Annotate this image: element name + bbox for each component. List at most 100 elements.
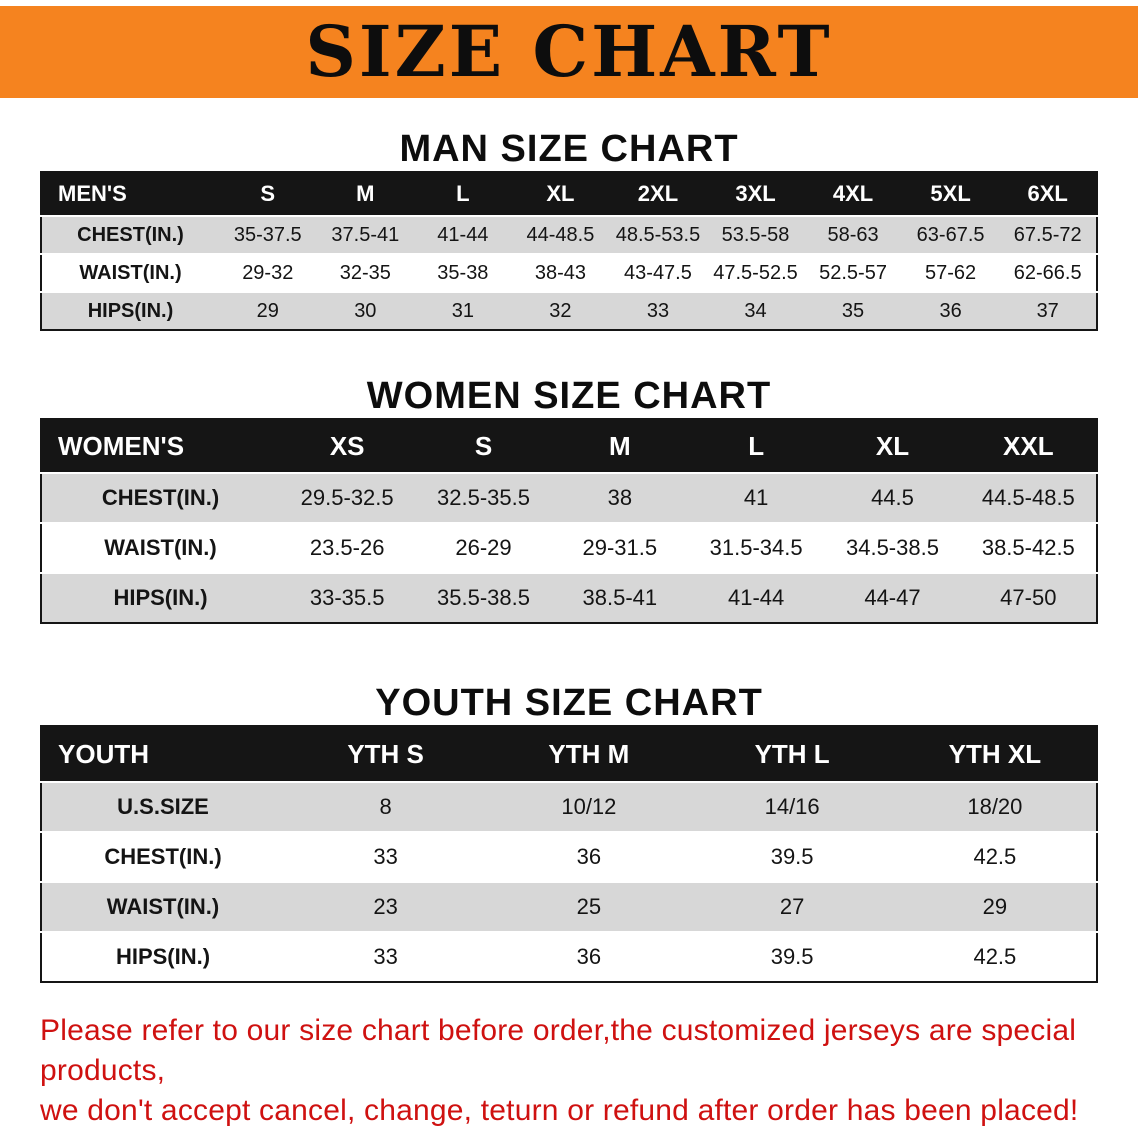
table-cell: 41-44 — [414, 215, 512, 254]
size-column-header: 6XL — [999, 172, 1097, 216]
table-cell: 23 — [284, 881, 488, 932]
table-cell: 32-35 — [316, 253, 415, 292]
banner-title: SIZE CHART — [305, 10, 833, 93]
table-cell: 25 — [487, 881, 691, 932]
table-cell: 53.5-58 — [706, 215, 805, 254]
table-cell: 29 — [219, 291, 317, 330]
table-cell: 10/12 — [487, 781, 691, 832]
table-row: WAIST(IN.) 23.5-26 26-29 29-31.5 31.5-34.5 34… — [41, 522, 1097, 573]
table-cell: 33 — [284, 931, 488, 982]
row-label: U.S.SIZE — [41, 781, 284, 832]
table-cell: 29.5-32.5 — [279, 472, 416, 523]
size-chart-banner: SIZE CHART — [0, 6, 1138, 98]
men-size-section: MAN SIZE CHART MEN'S S M L XL 2XL 3XL 4XL 5XL 6XL… — [0, 128, 1138, 331]
table-cell: 44-48.5 — [511, 215, 610, 254]
table-cell: 33-35.5 — [279, 572, 416, 623]
size-column-header: M — [316, 172, 415, 216]
table-cell: 29-32 — [219, 253, 317, 292]
table-row: WAIST(IN.) 29-32 32-35 35-38 38-43 43-47.5 47.… — [41, 253, 1097, 292]
table-cell: 26-29 — [415, 522, 552, 573]
table-row: WAIST(IN.) 23 25 27 29 — [41, 881, 1097, 932]
table-cell: 42.5 — [893, 931, 1097, 982]
table-cell: 37 — [999, 291, 1097, 330]
size-column-header: 3XL — [706, 172, 805, 216]
table-header-row: MEN'S S M L XL 2XL 3XL 4XL 5XL 6XL — [41, 172, 1097, 216]
table-corner-label: MEN'S — [41, 172, 219, 216]
row-label: HIPS(IN.) — [41, 291, 219, 330]
size-column-header: XL — [511, 172, 610, 216]
table-cell: 39.5 — [690, 831, 894, 882]
youth-size-chart-heading: YOUTH SIZE CHART — [375, 682, 763, 724]
table-cell: 32 — [511, 291, 610, 330]
table-row: CHEST(IN.) 29.5-32.5 32.5-35.5 38 41 44.5 44.5… — [41, 472, 1097, 523]
table-cell: 44-47 — [824, 572, 961, 623]
table-cell: 38.5-41 — [551, 572, 688, 623]
table-cell: 62-66.5 — [999, 253, 1097, 292]
table-cell: 67.5-72 — [999, 215, 1097, 254]
size-column-header: YTH M — [487, 726, 691, 782]
row-label: CHEST(IN.) — [41, 831, 284, 882]
table-cell: 14/16 — [690, 781, 894, 832]
table-cell: 34.5-38.5 — [824, 522, 961, 573]
disclaimer-text: Please refer to our size chart before or… — [40, 1011, 1138, 1131]
table-cell: 57-62 — [901, 253, 1000, 292]
size-column-header: L — [414, 172, 512, 216]
table-cell: 42.5 — [893, 831, 1097, 882]
row-label: WAIST(IN.) — [41, 253, 219, 292]
youth-size-section: YOUTH SIZE CHART YOUTH YTH S YTH M YTH L YTH… — [0, 682, 1138, 983]
table-cell: 35.5-38.5 — [415, 572, 552, 623]
table-cell: 47.5-52.5 — [706, 253, 805, 292]
table-cell: 23.5-26 — [279, 522, 416, 573]
size-column-header: YTH L — [690, 726, 894, 782]
table-corner-label: WOMEN'S — [41, 419, 279, 473]
table-header-row: WOMEN'S XS S M L XL XXL — [41, 419, 1097, 473]
table-row: HIPS(IN.) 33 36 39.5 42.5 — [41, 931, 1097, 982]
youth-size-table: YOUTH YTH S YTH M YTH L YTH XL U.S.SIZE 8 10/12… — [40, 725, 1098, 983]
table-cell: 35-38 — [414, 253, 512, 292]
table-cell: 38 — [551, 472, 688, 523]
table-cell: 18/20 — [893, 781, 1097, 832]
table-cell: 35 — [804, 291, 902, 330]
table-cell: 31.5-34.5 — [687, 522, 825, 573]
table-cell: 34 — [706, 291, 805, 330]
size-column-header: S — [219, 172, 317, 216]
table-corner-label: YOUTH — [41, 726, 284, 782]
table-cell: 36 — [487, 931, 691, 982]
size-column-header: YTH XL — [893, 726, 1097, 782]
size-column-header: L — [687, 419, 825, 473]
table-cell: 58-63 — [804, 215, 902, 254]
table-cell: 35-37.5 — [219, 215, 317, 254]
table-cell: 30 — [316, 291, 415, 330]
size-column-header: 4XL — [804, 172, 902, 216]
disclaimer-note: Please refer to our size chart before or… — [0, 1011, 1138, 1131]
men-size-table: MEN'S S M L XL 2XL 3XL 4XL 5XL 6XL CHEST(IN.) 35-37… — [40, 171, 1098, 331]
size-column-header: M — [551, 419, 688, 473]
table-cell: 31 — [414, 291, 512, 330]
table-cell: 43-47.5 — [609, 253, 707, 292]
table-cell: 39.5 — [690, 931, 894, 982]
row-label: HIPS(IN.) — [41, 931, 284, 982]
row-label: HIPS(IN.) — [41, 572, 279, 623]
table-row: CHEST(IN.) 35-37.5 37.5-41 41-44 44-48.5 48.5… — [41, 215, 1097, 254]
table-cell: 41 — [687, 472, 825, 523]
disclaimer-line-1: Please refer to our size chart before or… — [40, 1014, 1077, 1087]
table-cell: 29 — [893, 881, 1097, 932]
size-column-header: 5XL — [901, 172, 1000, 216]
table-cell: 52.5-57 — [804, 253, 902, 292]
table-header-row: YOUTH YTH S YTH M YTH L YTH XL — [41, 726, 1097, 782]
men-size-chart-heading: MAN SIZE CHART — [399, 128, 739, 170]
table-row: HIPS(IN.) 33-35.5 35.5-38.5 38.5-41 41-44 44-… — [41, 572, 1097, 623]
size-column-header: XXL — [960, 419, 1097, 473]
table-cell: 33 — [284, 831, 488, 882]
size-column-header: S — [415, 419, 552, 473]
size-column-header: XS — [279, 419, 416, 473]
row-label: WAIST(IN.) — [41, 522, 279, 573]
table-row: CHEST(IN.) 33 36 39.5 42.5 — [41, 831, 1097, 882]
women-size-chart-heading: WOMEN SIZE CHART — [366, 375, 772, 417]
table-cell: 41-44 — [687, 572, 825, 623]
table-cell: 32.5-35.5 — [415, 472, 552, 523]
size-column-header: 2XL — [609, 172, 707, 216]
table-row: U.S.SIZE 8 10/12 14/16 18/20 — [41, 781, 1097, 832]
table-cell: 44.5 — [824, 472, 961, 523]
size-column-header: XL — [824, 419, 961, 473]
